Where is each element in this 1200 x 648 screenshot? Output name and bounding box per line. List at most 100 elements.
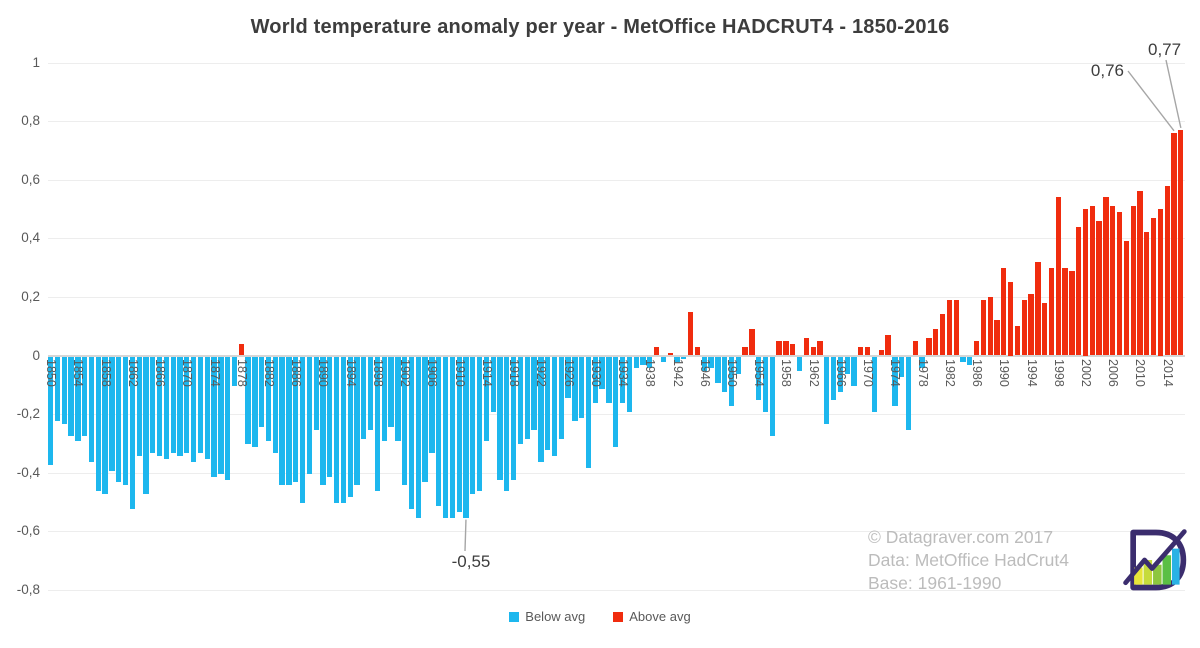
gridline xyxy=(48,62,1185,64)
bar-1858 xyxy=(102,356,108,495)
bar-1862 xyxy=(129,356,135,509)
bar-1999 xyxy=(1062,267,1068,356)
x-tick-label-1990: 1990 xyxy=(997,359,1012,387)
bar-1946 xyxy=(701,356,707,372)
bar-2002 xyxy=(1082,209,1089,356)
bar-1953 xyxy=(749,329,755,356)
bar-1914 xyxy=(483,356,490,442)
x-tick-label-1854: 1854 xyxy=(71,359,86,387)
bar-1885 xyxy=(286,356,292,486)
bar-1854 xyxy=(75,356,81,442)
logo-bar-yellowgreen xyxy=(1143,560,1153,585)
gridline xyxy=(48,179,1185,181)
logo-bar-blue xyxy=(1172,548,1180,585)
bar-1873 xyxy=(204,356,210,460)
bar-1890 xyxy=(320,356,326,486)
y-tick-label: 1 xyxy=(32,54,40,70)
bar-2004 xyxy=(1096,220,1102,356)
bar-1977 xyxy=(912,340,918,356)
x-tick-label-2010: 2010 xyxy=(1133,359,1148,387)
bar-1970 xyxy=(865,346,871,356)
legend-swatch xyxy=(613,611,624,622)
bar-1923 xyxy=(545,356,551,451)
x-tick-label-1870: 1870 xyxy=(180,359,195,387)
bar-1857 xyxy=(95,356,101,492)
bar-1865 xyxy=(150,356,156,454)
x-tick-label-1910: 1910 xyxy=(452,359,467,387)
bar-2012 xyxy=(1150,217,1157,356)
bar-1881 xyxy=(259,356,265,427)
bar-2009 xyxy=(1130,206,1136,356)
y-tick-label: 0,2 xyxy=(21,288,40,304)
bar-1883 xyxy=(272,356,278,454)
y-tick-label: 0,4 xyxy=(21,230,40,246)
gridline xyxy=(48,531,1185,533)
bar-1998 xyxy=(1055,197,1061,356)
x-tick-label-2002: 2002 xyxy=(1079,359,1094,387)
bar-1987 xyxy=(980,299,987,356)
x-tick-label-1966: 1966 xyxy=(833,359,848,387)
bar-1952 xyxy=(742,346,748,356)
x-tick-label-1850: 1850 xyxy=(44,359,59,387)
bar-1989 xyxy=(994,320,1000,356)
x-tick-label-1962: 1962 xyxy=(806,359,821,387)
bar-1925 xyxy=(558,356,564,439)
bar-1875 xyxy=(218,356,224,474)
annotation-2015-value: 0,76 xyxy=(1090,61,1124,80)
bar-1921 xyxy=(531,356,537,430)
bar-1929 xyxy=(585,356,592,468)
x-tick-label-1954: 1954 xyxy=(752,359,767,387)
bar-1896 xyxy=(361,356,367,439)
bar-1855 xyxy=(82,356,88,436)
bar-1945 xyxy=(694,346,701,356)
bar-1886 xyxy=(293,356,299,483)
x-tick-label-1902: 1902 xyxy=(398,359,413,387)
legend-item-below-avg: Below avg xyxy=(509,609,585,624)
x-tick-label-1942: 1942 xyxy=(670,359,685,387)
bar-1951 xyxy=(735,356,741,375)
bar-1995 xyxy=(1035,261,1041,356)
bar-1974 xyxy=(892,356,898,407)
bar-2001 xyxy=(1076,226,1082,356)
bar-1938 xyxy=(647,356,653,369)
bar-1942 xyxy=(674,356,680,363)
annotation-min-value: -0,55 xyxy=(451,552,491,571)
bar-1859 xyxy=(109,356,115,471)
bar-2000 xyxy=(1069,270,1075,356)
bar-1891 xyxy=(327,356,333,477)
bar-1856 xyxy=(88,356,95,462)
bar-1853 xyxy=(68,356,74,436)
bar-1958 xyxy=(783,340,789,356)
bar-1984 xyxy=(960,356,966,363)
legend-item-above-avg: Above avg xyxy=(613,609,691,624)
bar-1991 xyxy=(1007,282,1014,356)
y-tick-label: 0,6 xyxy=(21,171,40,187)
bar-1884 xyxy=(279,356,285,486)
x-tick-label-1866: 1866 xyxy=(153,359,168,387)
y-tick-label: -0,8 xyxy=(16,581,40,597)
x-tick-label-1978: 1978 xyxy=(915,359,930,387)
bar-1901 xyxy=(395,356,401,442)
bar-2007 xyxy=(1116,211,1123,356)
bar-1957 xyxy=(776,340,782,356)
bar-2015 xyxy=(1171,132,1177,356)
bar-1964 xyxy=(824,356,830,424)
legend: Below avg Above avg xyxy=(0,609,1200,624)
bar-1986 xyxy=(973,340,980,356)
bar-1963 xyxy=(817,340,823,356)
bar-1850 xyxy=(48,356,54,465)
bar-1867 xyxy=(163,356,170,460)
zero-axis-line xyxy=(48,354,1185,357)
bar-1941 xyxy=(667,352,673,356)
bar-1909 xyxy=(449,356,455,518)
bar-1966 xyxy=(837,356,844,392)
x-tick-label-1950: 1950 xyxy=(724,359,739,387)
bar-1979 xyxy=(926,337,932,356)
x-tick-label-1930: 1930 xyxy=(588,359,603,387)
bar-2005 xyxy=(1103,197,1109,356)
y-tick-label: 0 xyxy=(32,347,40,363)
bar-1997 xyxy=(1048,267,1055,356)
bar-1870 xyxy=(184,356,190,454)
bar-1924 xyxy=(551,356,558,457)
x-tick-label-1958: 1958 xyxy=(779,359,794,387)
